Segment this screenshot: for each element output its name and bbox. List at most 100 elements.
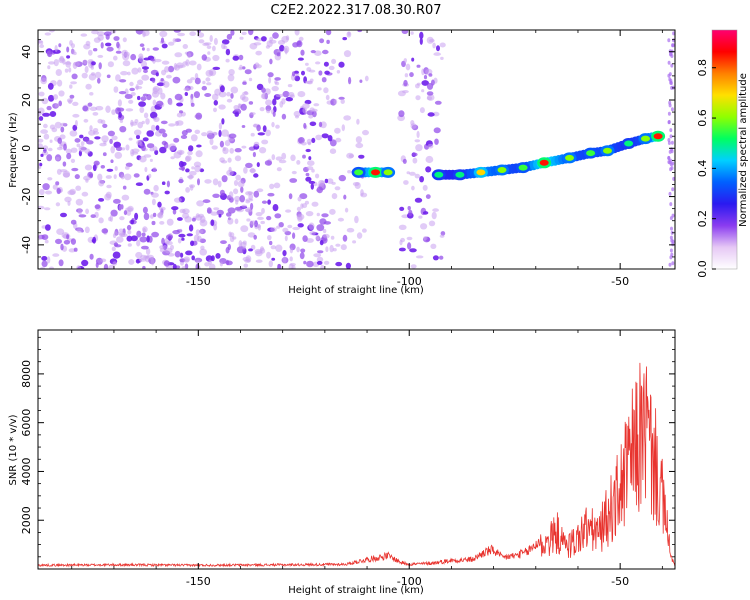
noise-speckle <box>52 49 61 54</box>
noise-speckle <box>113 174 117 180</box>
noise-speckle <box>172 263 177 269</box>
noise-speckle <box>172 38 177 43</box>
noise-speckle <box>265 129 271 137</box>
noise-speckle <box>275 124 280 129</box>
noise-speckle <box>297 57 304 61</box>
noise-speckle <box>205 77 211 82</box>
noise-speckle <box>240 186 244 193</box>
noise-speckle <box>84 65 89 74</box>
noise-speckle <box>415 255 424 259</box>
noise-speckle <box>671 43 674 48</box>
noise-speckle <box>118 91 127 95</box>
noise-speckle <box>266 251 271 259</box>
noise-speckle <box>187 150 193 156</box>
noise-speckle <box>298 36 304 42</box>
noise-speckle <box>210 211 219 216</box>
snr-line <box>38 362 675 568</box>
noise-speckle <box>431 211 437 220</box>
noise-speckle <box>160 92 166 100</box>
spectrogram-x-axis-title: Height of straight line (km) <box>288 285 424 296</box>
noise-speckle <box>163 141 169 149</box>
noise-speckle <box>255 212 263 217</box>
noise-speckle <box>160 37 165 44</box>
noise-speckle <box>302 235 308 243</box>
noise-speckle <box>106 46 114 52</box>
noise-speckle <box>115 50 122 54</box>
noise-speckle <box>80 33 88 37</box>
noise-speckle <box>668 191 672 196</box>
noise-speckle <box>118 111 122 118</box>
noise-speckle <box>38 107 45 115</box>
noise-speckle <box>185 250 193 256</box>
noise-speckle <box>115 74 121 82</box>
noise-speckle <box>139 43 145 47</box>
noise-speckle <box>78 145 86 152</box>
noise-speckle <box>269 240 273 246</box>
noise-speckle <box>319 239 324 246</box>
noise-speckle <box>248 101 254 105</box>
noise-speckle <box>49 139 53 143</box>
noise-speckle <box>108 264 115 269</box>
noise-speckle <box>47 65 51 70</box>
noise-speckle <box>98 62 102 70</box>
noise-speckle <box>234 206 243 211</box>
noise-speckle <box>272 204 279 212</box>
noise-speckle <box>237 180 245 188</box>
noise-speckle <box>142 228 146 233</box>
noise-speckle <box>288 92 295 97</box>
x-tick-label: -150 <box>186 575 211 588</box>
y-tick-label: 8000 <box>20 360 33 388</box>
noise-speckle <box>226 98 233 103</box>
noise-speckle <box>221 175 228 183</box>
noise-speckle <box>84 148 91 154</box>
noise-speckle <box>260 220 266 225</box>
noise-speckle <box>292 42 299 48</box>
noise-speckle <box>670 238 674 243</box>
noise-speckle <box>277 40 286 45</box>
noise-speckle <box>74 120 78 127</box>
noise-speckle <box>242 240 247 245</box>
noise-speckle <box>269 183 275 190</box>
noise-speckle <box>233 180 239 186</box>
noise-speckle <box>212 54 220 62</box>
noise-speckle <box>229 147 234 154</box>
noise-speckle <box>107 130 115 137</box>
colorbar-gradient <box>712 30 737 269</box>
noise-speckle <box>421 80 430 86</box>
noise-speckle <box>81 259 89 267</box>
noise-speckle <box>225 246 230 254</box>
noise-speckle <box>219 85 225 93</box>
noise-speckle <box>426 82 434 90</box>
noise-speckle <box>246 218 251 222</box>
noise-speckle <box>670 226 673 231</box>
noise-speckle <box>191 166 195 170</box>
noise-speckle <box>267 199 271 205</box>
noise-speckle <box>265 45 270 49</box>
noise-speckle <box>166 74 172 79</box>
colorbar-ticks: 0.0 0.2 0.4 0.6 0.8 <box>696 59 716 278</box>
noise-speckle <box>238 54 244 61</box>
noise-speckle <box>212 178 219 186</box>
noise-speckle <box>240 94 246 101</box>
noise-speckle <box>191 255 195 261</box>
noise-speckle <box>142 265 146 269</box>
noise-speckle <box>53 59 59 67</box>
noise-speckle <box>409 248 417 253</box>
noise-speckle <box>250 167 256 174</box>
noise-speckle <box>189 60 197 66</box>
noise-speckle <box>285 35 290 41</box>
noise-speckle <box>180 135 188 139</box>
noise-speckle <box>204 93 212 97</box>
noise-speckle <box>230 86 239 94</box>
noise-speckle <box>125 144 130 151</box>
noise-speckle <box>288 193 293 200</box>
noise-speckle <box>345 262 351 269</box>
noise-speckle <box>127 243 132 247</box>
noise-speckle <box>117 107 125 112</box>
noise-speckle <box>75 198 84 206</box>
spectrogram-ticks: -150 -100 -50 -40 -20 0 20 40 <box>20 30 675 288</box>
noise-speckle <box>250 132 255 137</box>
noise-speckle <box>123 210 128 216</box>
noise-speckle <box>334 127 341 134</box>
noise-speckle <box>38 116 44 121</box>
